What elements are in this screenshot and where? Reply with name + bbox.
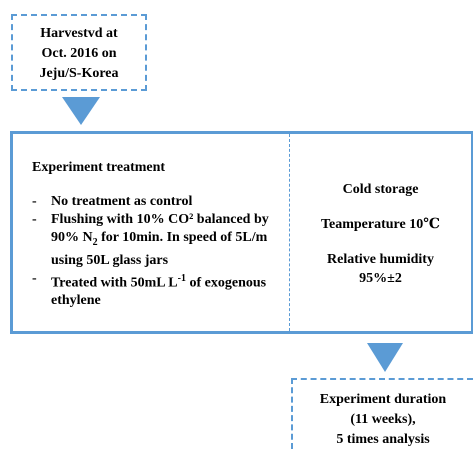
treatment-item: - No treatment as control — [32, 193, 277, 211]
divider — [289, 134, 290, 331]
duration-box: Experiment duration (11 weeks), 5 times … — [291, 378, 473, 449]
humidity-label: Relative humidity — [327, 252, 434, 267]
subscript: 2 — [92, 236, 98, 248]
source-line: Jeju/S-Korea — [39, 66, 119, 81]
storage-panel: Cold storage Teamperature 10℃ Relative h… — [290, 180, 471, 288]
text-segment: of exogenous ethylene — [51, 275, 267, 309]
bullet: - — [32, 212, 37, 227]
arrow-down — [367, 343, 403, 372]
source-box: Harvestvd at Oct. 2016 on Jeju/S-Korea — [11, 14, 147, 91]
duration-line: Experiment duration — [319, 392, 447, 407]
superscript: -1 — [177, 272, 186, 284]
storage-title: Cold storage — [342, 182, 419, 197]
storage-temperature: Teamperature 10℃ — [320, 217, 441, 232]
item-text: No treatment as control — [51, 193, 192, 211]
main-box: Experiment treatment - No treatment as co… — [10, 131, 473, 334]
treatment-panel: Experiment treatment - No treatment as co… — [32, 159, 277, 310]
bullet: - — [32, 194, 37, 209]
item-text: Treated with 50mL L-1 of exogenous ethyl… — [51, 270, 277, 311]
treatment-title: Experiment treatment — [32, 160, 166, 175]
source-line: Oct. 2016 on — [41, 46, 117, 61]
duration-line: (11 weeks), — [350, 412, 416, 427]
bullet: - — [32, 270, 37, 286]
arrow-down — [62, 97, 100, 125]
text-segment: No treatment as control — [51, 194, 193, 209]
text-segment: Flushing with 10% CO² balanced by 90% N — [51, 212, 269, 245]
text-segment: for 10min. In speed of 5L/m using 50L gl… — [51, 230, 268, 268]
treatment-item: - Flushing with 10% CO² balanced by 90% N… — [32, 211, 277, 270]
treatment-item: - Treated with 50mL L-1 of exogenous ethy… — [32, 270, 277, 311]
text-segment: Treated with 50mL L — [51, 275, 178, 291]
item-text: Flushing with 10% CO² balanced by 90% N2… — [51, 211, 277, 270]
duration-line: 5 times analysis — [336, 432, 430, 447]
humidity-value: 95%±2 — [359, 271, 402, 286]
source-line: Harvestvd at — [40, 26, 118, 41]
